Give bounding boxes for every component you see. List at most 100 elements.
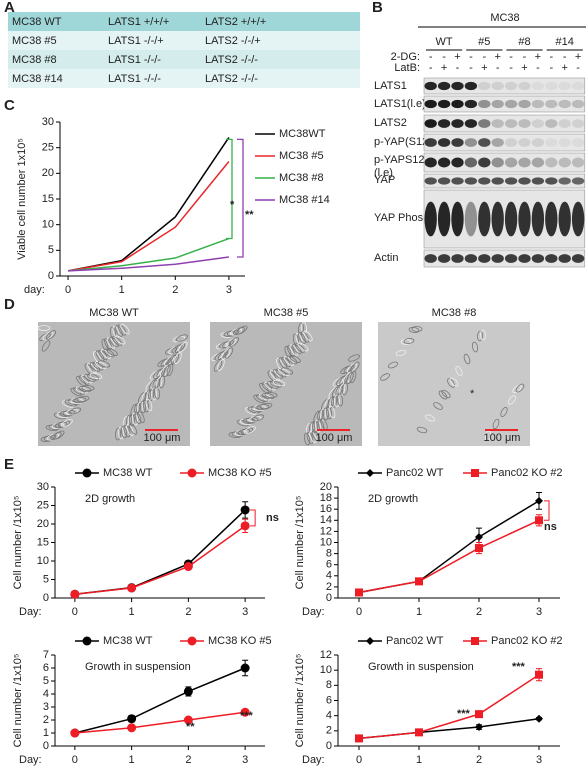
lane-group: WT — [436, 36, 453, 48]
blot-band — [571, 254, 585, 263]
blot-row-label: (l.e) — [374, 167, 393, 179]
x-tick-label: 0 — [356, 754, 362, 766]
cell — [297, 342, 309, 352]
cell — [328, 387, 338, 399]
marker — [183, 715, 193, 725]
marker — [187, 636, 197, 646]
blot-strip — [423, 77, 586, 95]
chart-title: Growth in suspension — [85, 661, 191, 673]
significance: * — [230, 199, 235, 211]
y-tick-label: 0 — [48, 270, 54, 282]
treatment-sign: - — [509, 51, 513, 63]
marker — [535, 670, 543, 679]
series-line — [67, 161, 230, 272]
cell — [81, 374, 93, 384]
marker — [366, 637, 374, 645]
legend-label: MC38 #8 — [279, 172, 324, 184]
marker — [475, 544, 483, 553]
legend-label: Panc02 WT — [386, 467, 444, 479]
cell — [233, 327, 245, 335]
table-row — [8, 50, 360, 69]
x-axis-label: Day: — [302, 606, 325, 618]
blot-band — [437, 254, 451, 263]
x-axis-label: Day: — [19, 606, 42, 618]
blot-band — [504, 254, 518, 263]
cell — [251, 414, 265, 422]
x-tick-label: 0 — [356, 606, 362, 618]
cell — [463, 353, 471, 365]
blot-band — [451, 177, 464, 185]
marker — [535, 496, 543, 505]
micrograph-annotation: * — [470, 388, 475, 400]
marker — [535, 516, 543, 525]
blot-band — [545, 81, 558, 91]
blot-band — [545, 119, 558, 128]
y-tick-label: 10 — [37, 555, 49, 567]
cell — [244, 426, 256, 434]
cell — [129, 413, 135, 427]
blot-title: MC38 — [490, 12, 519, 24]
legend-label: MC38 #14 — [279, 194, 330, 206]
cell — [137, 410, 145, 424]
blot-band — [424, 138, 437, 147]
treatment-sign: + — [454, 51, 460, 63]
cell — [167, 354, 177, 366]
cell — [424, 414, 436, 422]
cell — [81, 385, 95, 391]
panel-label: E — [4, 456, 14, 473]
cell — [120, 425, 128, 439]
y-tick-label: 5 — [43, 675, 49, 687]
blot-strip — [423, 152, 586, 173]
blot-band — [504, 157, 518, 168]
treatment-sign: - — [496, 62, 500, 74]
cell — [126, 424, 134, 436]
panel-label: C — [4, 97, 15, 114]
x-tick-label: 1 — [129, 606, 135, 618]
blot-strip — [423, 95, 586, 113]
significance: ns — [266, 512, 279, 524]
series-line — [358, 519, 540, 594]
blot-band — [571, 177, 585, 185]
treatment-sign: - — [536, 62, 540, 74]
series-line — [358, 674, 540, 740]
bracket — [237, 138, 244, 258]
cell — [349, 370, 357, 384]
cell — [178, 341, 188, 353]
series-line — [74, 711, 246, 734]
cell — [395, 349, 407, 357]
y-tick-label: 20 — [320, 481, 332, 493]
blot-band — [437, 138, 451, 147]
treatment-label: 2-DG: — [391, 51, 420, 63]
cell — [158, 375, 166, 389]
x-tick-label: 0 — [72, 606, 78, 618]
blot-strip — [423, 133, 586, 152]
y-tick-label: 6 — [326, 694, 332, 706]
blot-row-label: YAP — [374, 174, 395, 186]
y-tick-label: 16 — [320, 503, 332, 515]
blot-band — [491, 99, 504, 109]
cell — [380, 373, 390, 381]
cell — [50, 432, 62, 440]
blot-band — [518, 138, 531, 147]
cell — [103, 348, 115, 358]
x-axis-label: Day: — [302, 754, 325, 766]
x-tick-label: 2 — [172, 284, 178, 296]
marker — [535, 714, 543, 723]
blot-band — [464, 177, 478, 185]
y-tick-label: 30 — [37, 481, 49, 493]
y-tick-label: 1 — [43, 727, 49, 739]
cell — [156, 367, 166, 379]
y-axis-label: Viable cell number 1x10⁵ — [16, 138, 28, 260]
cell — [112, 325, 120, 339]
marker — [366, 469, 374, 477]
cell — [213, 360, 223, 372]
cell — [275, 368, 287, 378]
y-tick-label: 10 — [320, 536, 332, 548]
blot-band — [571, 201, 585, 237]
cell — [41, 340, 51, 352]
cell — [295, 332, 303, 346]
blot-band — [558, 99, 571, 109]
cell — [174, 343, 186, 353]
y-tick-label: 20 — [37, 518, 49, 530]
cell — [289, 344, 299, 356]
